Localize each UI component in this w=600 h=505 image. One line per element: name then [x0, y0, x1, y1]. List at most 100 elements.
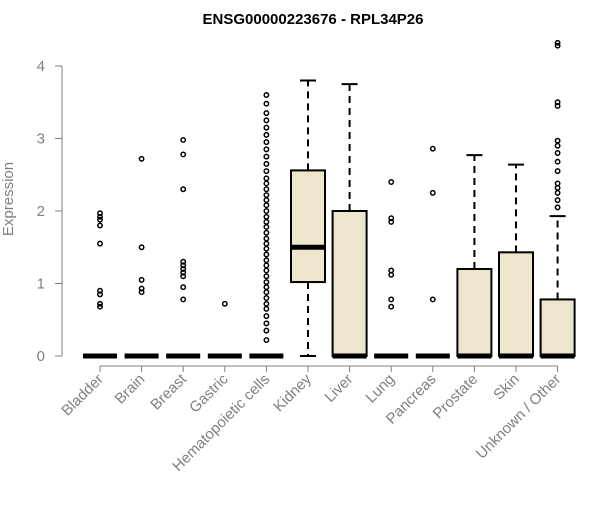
outlier-point [263, 245, 270, 252]
outlier-point [263, 202, 270, 209]
outlier-point [554, 180, 561, 187]
outlier-point [138, 244, 145, 251]
outlier-point [554, 137, 561, 144]
outlier-point [263, 224, 270, 230]
outlier-point [263, 124, 270, 131]
outlier-point [554, 189, 561, 196]
x-tick-label: Skin [490, 371, 523, 404]
outlier-point [97, 300, 103, 307]
outlier-point [263, 208, 270, 214]
outlier-point [97, 287, 103, 294]
outlier-point [429, 189, 436, 196]
outlier-point [263, 153, 270, 160]
outlier-point [263, 213, 270, 220]
outlier-point [554, 142, 561, 149]
outlier-point [263, 262, 270, 269]
outlier-point [263, 186, 270, 193]
outlier-point [138, 289, 145, 296]
outlier-point [554, 99, 561, 106]
y-axis-label: Expression [0, 162, 17, 236]
outlier-point [263, 305, 270, 312]
outlier-point [97, 303, 103, 310]
outlier-point [554, 39, 561, 46]
outlier-point [554, 168, 561, 175]
box-iqr [290, 169, 326, 284]
outlier-point [263, 139, 270, 146]
outlier-point [221, 300, 228, 307]
outlier-point [429, 296, 436, 303]
x-tick-label: Bladder [58, 371, 107, 420]
outlier-point [263, 257, 270, 264]
y-tick-label: 2 [37, 203, 45, 220]
chart-title: ENSG00000223676 - RPL34P26 [203, 11, 424, 28]
outlier-point [263, 327, 270, 334]
y-tick-label: 0 [37, 348, 45, 365]
outlier-point [263, 110, 270, 117]
outlier-point [388, 179, 395, 185]
outlier-point [263, 337, 270, 343]
outlier-point [263, 146, 270, 153]
outlier-point [263, 295, 270, 301]
outlier-point [263, 168, 270, 175]
outlier-point [180, 284, 187, 291]
outlier-point [388, 267, 395, 274]
outlier-point [388, 218, 395, 225]
outlier-point [388, 296, 395, 303]
outlier-point [263, 273, 270, 280]
outlier-point [263, 229, 270, 236]
outlier-point [138, 285, 145, 292]
x-tick-label: Liver [321, 371, 356, 406]
outlier-point [263, 197, 270, 204]
outlier-point [388, 215, 395, 222]
outlier-point [263, 320, 270, 327]
outlier-point [554, 150, 561, 156]
outlier-point [263, 160, 270, 167]
outlier-point [554, 197, 561, 204]
outlier-point [97, 216, 103, 223]
outlier-point [263, 251, 270, 258]
outlier-point [263, 192, 270, 199]
outlier-point [263, 100, 270, 107]
box-iqr [539, 298, 576, 358]
x-tick-label: Breast [147, 370, 190, 413]
x-tick-label: Brain [112, 371, 149, 408]
outlier-point [263, 218, 270, 225]
outlier-point [97, 222, 103, 229]
outlier-point [180, 269, 187, 276]
box-iqr [498, 251, 534, 357]
box-iqr [331, 210, 368, 357]
outlier-point [554, 102, 561, 109]
outlier-point [263, 289, 270, 296]
outlier-point [180, 137, 187, 143]
outlier-point [429, 145, 436, 152]
outlier-point [263, 267, 270, 274]
outlier-point [180, 258, 187, 265]
outlier-point [138, 276, 145, 283]
outlier-point [554, 158, 561, 165]
outlier-point [263, 300, 270, 307]
outlier-point [263, 240, 270, 247]
outlier-point [263, 92, 270, 98]
outlier-point [180, 266, 187, 272]
outlier-point [388, 303, 395, 310]
outlier-point [263, 284, 270, 291]
outlier-point [180, 151, 187, 158]
x-tick-label: Kidney [270, 370, 315, 415]
outlier-point [554, 204, 561, 211]
outlier-point [263, 313, 270, 320]
outlier-point [97, 291, 103, 298]
outlier-point [180, 273, 187, 280]
outlier-point [263, 117, 270, 124]
y-tick-label: 1 [37, 276, 45, 293]
outlier-point [97, 240, 103, 247]
outlier-point [554, 42, 561, 49]
box-iqr [456, 268, 493, 357]
outlier-point [263, 235, 270, 242]
outlier-point [263, 180, 270, 187]
outlier-point [180, 262, 187, 269]
y-tick-label: 4 [37, 58, 45, 75]
outlier-point [138, 155, 145, 162]
outlier-point [97, 210, 103, 217]
